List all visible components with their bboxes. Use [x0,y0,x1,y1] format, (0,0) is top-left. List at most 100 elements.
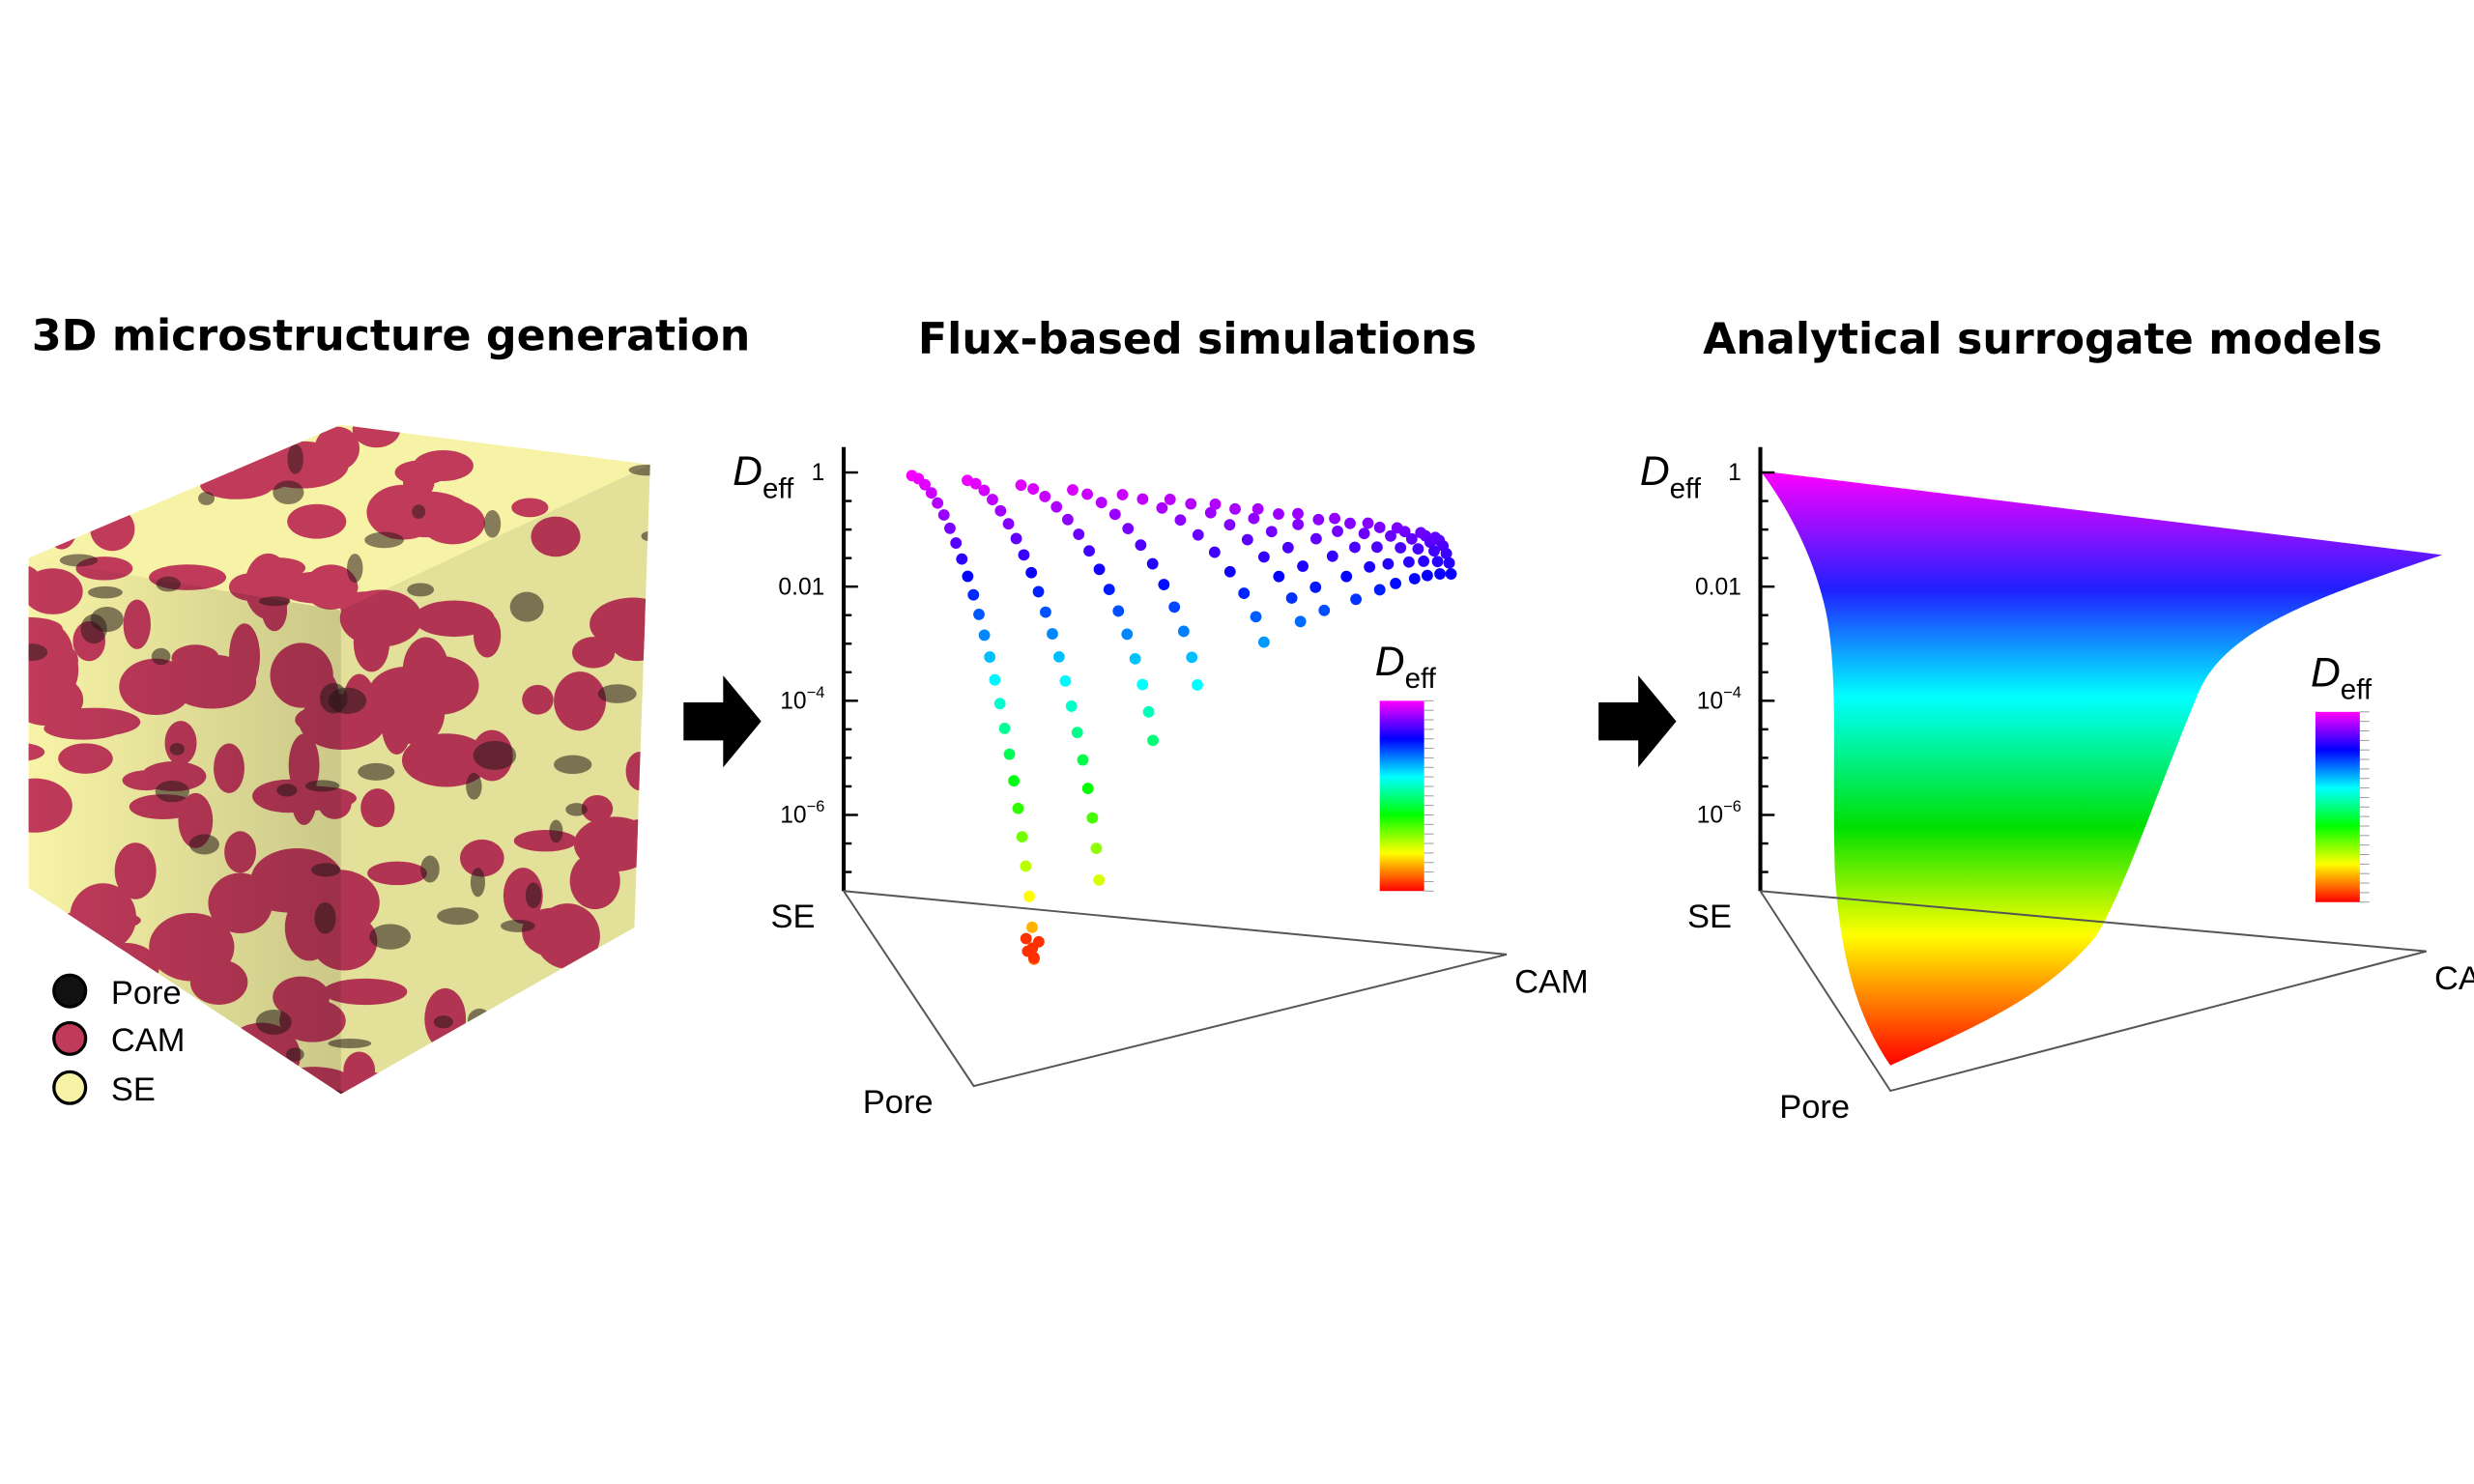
data-point [1090,842,1103,855]
cam-particle [566,1040,619,1095]
pore-region [446,1047,466,1074]
pore-swatch-icon [52,973,88,1009]
pore-region [420,855,440,883]
pore-region [364,531,404,549]
data-point [1103,584,1115,596]
ternary-base [1759,890,2428,1093]
cam-particle [64,424,142,453]
y-tick-label: 10−6 [780,798,824,828]
data-point [956,553,968,565]
pore-region [565,803,588,816]
pore-region [554,755,592,775]
cam-particle [386,676,471,701]
data-point [1281,541,1294,554]
cam-particle [522,684,554,715]
data-point [1292,518,1305,530]
cam-particle [28,1078,53,1095]
data-point [1382,557,1395,570]
data-point [1185,498,1197,510]
cam-particle [610,424,650,432]
y-tick-label: 10−4 [780,684,824,714]
pore-region [483,510,502,538]
cam-particle [401,733,491,787]
pore-region [644,424,650,428]
data-point [1223,565,1236,578]
data-point [978,484,991,497]
pore-region [287,443,303,474]
data-point [1257,636,1270,648]
data-point [1362,517,1374,529]
cam-particle [598,954,650,985]
data-point [1018,549,1030,561]
cam-particle [569,852,620,910]
data-point [1285,592,1298,604]
data-point [1008,775,1021,787]
cam-particle [28,493,70,548]
cam-particle [339,589,422,647]
panel-title-simulations: Flux-based simulations [918,315,1477,364]
data-point [1431,556,1444,568]
pore-region [407,583,435,597]
data-point [1032,585,1045,598]
data-point [1340,570,1353,583]
data-point [993,698,1006,710]
data-point [1003,748,1016,760]
pore-region [625,931,642,949]
data-point [1081,488,1093,500]
pore-region [500,919,535,932]
data-point [1422,569,1433,582]
data-point [1257,551,1270,563]
pore-region [473,740,517,770]
colorbar-label: Deff [2311,650,2373,706]
data-point [1443,556,1455,569]
data-point [1440,548,1453,559]
data-point [1146,557,1159,570]
y-axis-label: Deff [1640,448,1702,504]
pore-region [466,772,482,800]
cam-particle [367,861,427,886]
cam-particle [90,506,135,552]
simulation-plot: 1 0.01 10−4 10−6 Deff SE CAM Pore Deff [733,446,1589,1121]
pore-region [470,868,486,898]
simulation-points [906,470,1457,965]
data-point [1373,522,1386,533]
data-point [1349,541,1361,554]
data-point [1370,541,1383,554]
cam-particle [581,794,614,823]
data-point [1312,513,1325,526]
data-point [994,504,1007,517]
data-point [1083,545,1095,557]
data-point [1273,570,1285,583]
data-point [1135,539,1147,552]
cam-particle [352,424,401,448]
legend-cam: CAM [111,1022,186,1059]
pore-region [549,819,563,843]
pore-region [358,762,395,781]
data-point [1021,945,1034,957]
data-point [1174,514,1187,527]
y-tick-label: 0.01 [1695,574,1741,600]
data-point [1081,783,1094,794]
data-point [1405,532,1418,545]
cam-particle [45,499,78,550]
data-point [1095,497,1108,509]
data-point [969,477,982,490]
surrogate-surface [1760,471,2443,1066]
data-point [1025,566,1038,579]
data-point [1065,700,1078,712]
phase-legend: Pore CAM SE [52,973,186,1108]
data-point [1186,651,1198,664]
cam-particle [287,503,347,539]
data-point [978,629,991,642]
data-point [987,494,998,505]
data-point [998,722,1011,734]
y-tick-label: 1 [1728,460,1741,486]
pore-region [640,1093,650,1095]
data-point [1073,528,1085,540]
data-point [967,588,980,601]
pore-region [628,464,650,476]
data-point [1265,526,1278,538]
data-point [984,651,996,663]
colorbar-label: Deff [1375,639,1437,695]
